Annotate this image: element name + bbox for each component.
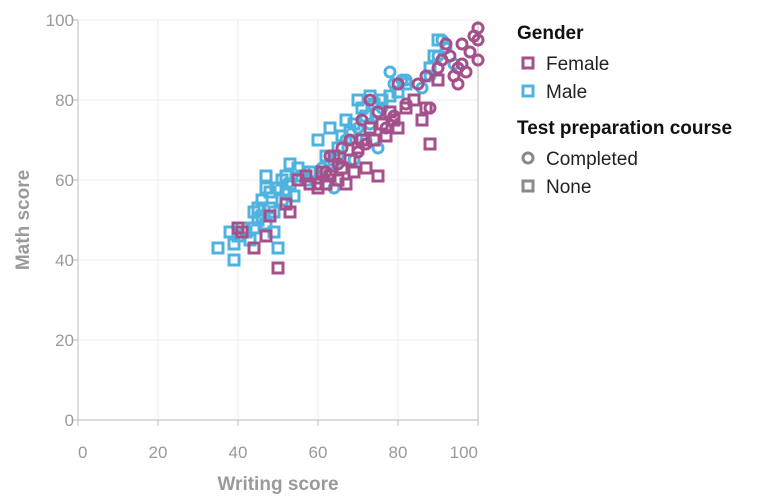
legend-marker-completed bbox=[521, 151, 535, 165]
point-female-completed bbox=[379, 121, 393, 135]
x-tick-label: 40 bbox=[229, 443, 248, 462]
point-female-completed bbox=[423, 101, 437, 115]
point-female-completed bbox=[455, 37, 469, 51]
point-female-none bbox=[359, 161, 373, 175]
legend-item-label: None bbox=[546, 177, 591, 198]
y-tick-label: 100 bbox=[46, 11, 74, 30]
point-female-completed bbox=[363, 93, 377, 107]
y-tick-label: 40 bbox=[55, 251, 74, 270]
point-female-none bbox=[259, 229, 273, 243]
point-male-none bbox=[211, 241, 225, 255]
point-female-completed bbox=[359, 137, 373, 151]
point-female-completed bbox=[319, 165, 333, 179]
point-female-none bbox=[339, 177, 353, 191]
point-female-completed bbox=[391, 77, 405, 91]
point-female-completed bbox=[439, 37, 453, 51]
point-female-completed bbox=[355, 113, 369, 127]
point-female-none bbox=[263, 209, 277, 223]
point-female-completed bbox=[331, 157, 345, 171]
point-female-completed bbox=[351, 145, 365, 159]
point-female-none bbox=[363, 121, 377, 135]
point-male-none bbox=[259, 169, 273, 183]
x-tick-label: 0 bbox=[78, 443, 87, 462]
legend-marker-female bbox=[521, 56, 535, 70]
point-male-completed bbox=[383, 65, 397, 79]
point-female-completed bbox=[419, 69, 433, 83]
legend-item-label: Female bbox=[546, 54, 609, 75]
x-tick-label: 20 bbox=[149, 443, 168, 462]
point-female-none bbox=[343, 153, 357, 167]
point-female-none bbox=[271, 261, 285, 275]
point-female-none bbox=[247, 241, 261, 255]
point-male-none bbox=[255, 193, 269, 207]
point-female-completed bbox=[311, 177, 325, 191]
legend-item-label: Completed bbox=[546, 149, 638, 170]
legend-marker-male bbox=[521, 84, 535, 98]
point-female-none bbox=[391, 121, 405, 135]
point-female-completed bbox=[387, 109, 401, 123]
legend-item-label: Male bbox=[546, 82, 587, 103]
point-female-completed bbox=[451, 61, 465, 75]
legend-title: Gender bbox=[517, 23, 584, 44]
point-female-completed bbox=[399, 97, 413, 111]
y-tick-label: 60 bbox=[55, 171, 74, 190]
point-female-none bbox=[283, 205, 297, 219]
x-tick-label: 100 bbox=[450, 443, 478, 462]
x-tick-label: 60 bbox=[309, 443, 328, 462]
point-female-none bbox=[235, 225, 249, 239]
point-female-completed bbox=[451, 77, 465, 91]
point-male-none bbox=[271, 241, 285, 255]
point-female-completed bbox=[463, 45, 477, 59]
point-female-completed bbox=[371, 105, 385, 119]
point-male-none bbox=[227, 253, 241, 267]
point-female-completed bbox=[471, 53, 485, 67]
y-tick-label: 0 bbox=[65, 411, 74, 430]
point-female-none bbox=[371, 169, 385, 183]
y-tick-label: 20 bbox=[55, 331, 74, 350]
point-female-none bbox=[423, 137, 437, 151]
point-female-none bbox=[379, 129, 393, 143]
point-male-none bbox=[323, 121, 337, 135]
point-female-completed bbox=[471, 21, 485, 35]
point-female-none bbox=[431, 73, 445, 87]
axes: 0 20 40 60 80 100 0 20 40 60 80 100 bbox=[46, 11, 479, 462]
point-male-none bbox=[311, 133, 325, 147]
point-female-none bbox=[415, 113, 429, 127]
point-female-completed bbox=[471, 33, 485, 47]
point-female-completed bbox=[323, 149, 337, 163]
x-tick-label: 80 bbox=[389, 443, 408, 462]
y-tick-label: 80 bbox=[55, 91, 74, 110]
legend-title: Test preparation course bbox=[517, 118, 732, 139]
data-points bbox=[211, 21, 485, 275]
legend-marker-none bbox=[521, 179, 535, 193]
legend: Gender Female Male Test preparation course C… bbox=[517, 23, 732, 198]
point-female-completed bbox=[343, 133, 357, 147]
y-axis-title: Math score bbox=[13, 170, 34, 270]
point-female-none bbox=[347, 165, 361, 179]
point-female-completed bbox=[335, 141, 349, 155]
point-male-none bbox=[287, 189, 301, 203]
x-axis-title: Writing score bbox=[217, 474, 338, 495]
point-female-completed bbox=[411, 77, 425, 91]
point-female-completed bbox=[443, 49, 457, 63]
